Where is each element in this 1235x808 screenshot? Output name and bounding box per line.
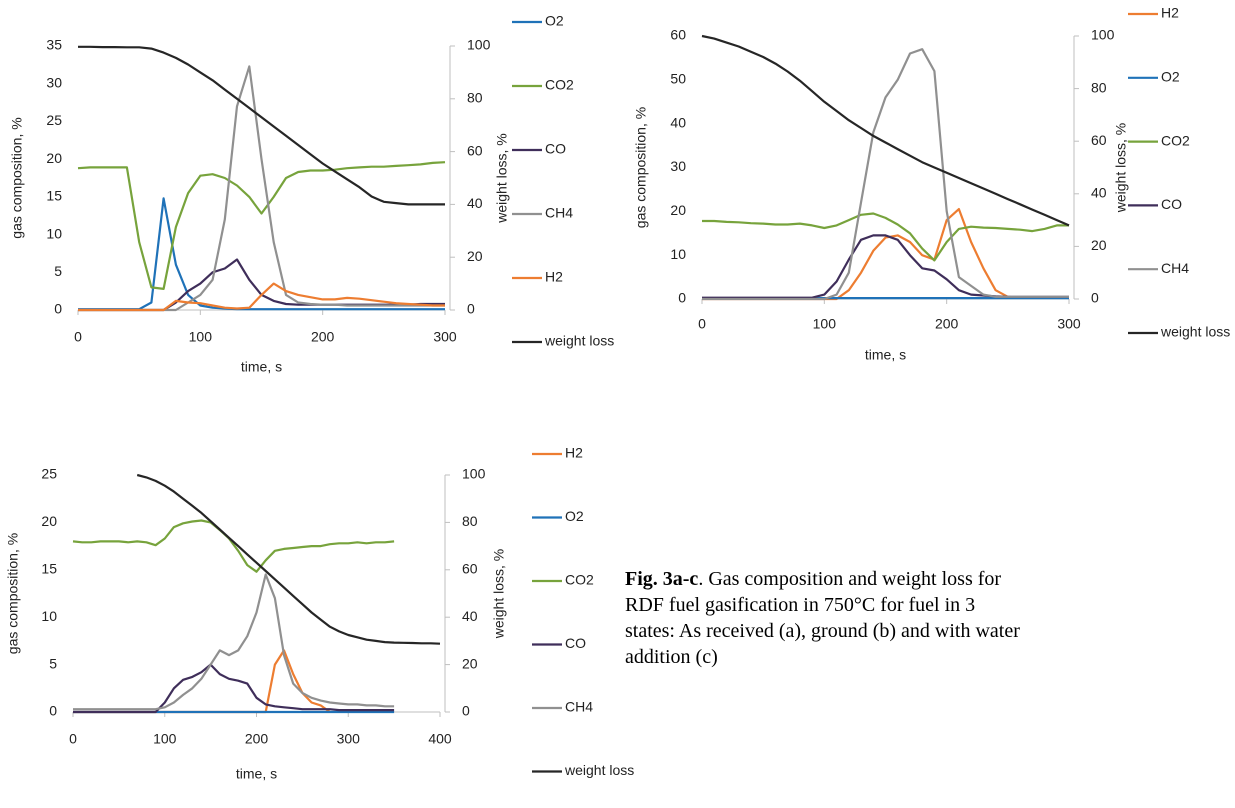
series-line [77,161,446,290]
y-tick-label: 0 [678,290,686,306]
legend-label: H2 [545,269,563,285]
y-axis-label: gas composition, % [633,107,649,228]
y-tick-label: 5 [49,655,57,671]
x-tick-label: 300 [433,329,457,345]
legend-label: weight loss [564,762,634,778]
y2-tick-label: 60 [1091,132,1107,148]
y-tick-label: 35 [46,37,62,53]
x-tick-label: 100 [813,316,837,332]
y2-tick-label: 40 [1091,185,1107,201]
legend-label: CO2 [1161,132,1190,148]
y2-tick-label: 20 [1091,237,1107,253]
x-axis-label: time, s [241,359,282,375]
y2-tick-label: 100 [467,37,491,53]
y-tick-label: 40 [670,114,686,130]
legend-label: CH4 [565,699,593,715]
y-tick-label: 30 [670,158,686,174]
legend-label: O2 [565,508,584,524]
legend-label: CO [545,141,566,157]
caption: Fig. 3a-c. Gas composition and weight lo… [625,566,1025,670]
y2-axis-label: weight loss, % [1113,123,1129,213]
y2-tick-label: 80 [462,513,478,529]
y2-tick-label: 0 [462,703,470,719]
y2-tick-label: 40 [467,195,483,211]
y-tick-label: 0 [54,301,62,317]
y2-tick-label: 20 [467,248,483,264]
series-line [73,663,395,714]
series-line [702,48,1069,301]
series-line [78,45,445,206]
y-tick-label: 5 [54,263,62,279]
y2-tick-label: 40 [462,608,478,624]
x-tick-label: 0 [74,329,82,345]
series-line [78,65,445,312]
x-tick-label: 100 [153,731,177,747]
x-axis-label: time, s [865,347,906,363]
y2-tick-label: 60 [462,561,478,577]
series-line [701,34,1070,227]
legend-label: O2 [1161,69,1180,85]
y-tick-label: 50 [670,71,686,87]
y-axis-label: gas composition, % [9,117,25,238]
legend-label: H2 [565,445,583,461]
x-tick-label: 0 [69,731,77,747]
x-tick-label: 300 [337,731,361,747]
legend-label: O2 [545,13,564,29]
y2-axis-label: weight loss, % [491,549,507,639]
y2-tick-label: 0 [1091,290,1099,306]
x-tick-label: 100 [189,329,213,345]
y2-tick-label: 80 [467,90,483,106]
y-tick-label: 10 [670,246,686,262]
y2-tick-label: 60 [467,142,483,158]
y-axis-label: gas composition, % [5,533,21,654]
series-line [72,519,395,573]
legend-label: CO [565,635,586,651]
legend-label: CH4 [1161,260,1189,276]
y-tick-label: 60 [670,27,686,43]
legend-label: CO [1161,196,1182,212]
x-tick-label: 200 [245,731,269,747]
x-tick-label: 300 [1057,316,1081,332]
y2-axis-label: weight loss, % [494,133,510,223]
x-tick-label: 200 [935,316,959,332]
legend-label: weight loss [1160,324,1230,340]
y-tick-label: 20 [41,513,57,529]
legend-label: CH4 [545,205,573,221]
series-line [136,473,441,645]
y-tick-label: 15 [46,188,62,204]
y-tick-label: 10 [46,225,62,241]
y2-tick-label: 20 [462,655,478,671]
series-line [702,212,1069,262]
legend-label: CO2 [545,77,574,93]
y2-tick-label: 100 [1091,27,1115,43]
series-line [73,573,395,711]
x-axis-label: time, s [236,766,277,782]
series-line [702,234,1069,299]
series-line [78,197,445,311]
y-tick-label: 15 [41,561,57,577]
y2-tick-label: 0 [467,301,475,317]
y-tick-label: 25 [41,466,57,482]
caption-text: . Gas composition and weight loss for RD… [625,568,1020,668]
x-tick-label: 200 [311,329,335,345]
y-tick-label: 10 [41,608,57,624]
x-tick-label: 0 [698,316,706,332]
legend-label: H2 [1161,5,1179,21]
caption-label: Fig. 3a-c [625,568,699,590]
legend-label: weight loss [544,333,614,349]
y-tick-label: 25 [46,112,62,128]
y-tick-label: 0 [49,703,57,719]
x-tick-label: 400 [428,731,452,747]
y-tick-label: 20 [670,202,686,218]
y2-tick-label: 80 [1091,79,1107,95]
series-line [78,282,445,312]
y2-tick-label: 100 [462,466,486,482]
y-tick-label: 30 [46,74,62,90]
legend-label: CO2 [565,572,594,588]
y-tick-label: 20 [46,150,62,166]
